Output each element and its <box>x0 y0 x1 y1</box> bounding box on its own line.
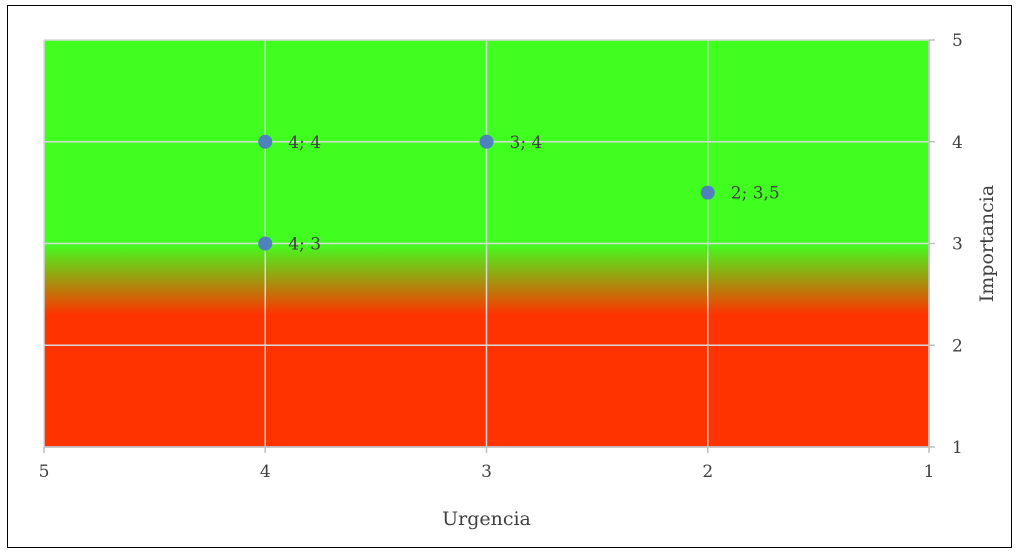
y-tick-label-1: 2 <box>952 336 963 356</box>
data-point-3 <box>258 236 273 251</box>
data-points: 4; 4 3; 4 2; 3,5 4; 3 <box>258 133 780 255</box>
y-tick-label-2: 3 <box>952 235 963 255</box>
x-tick-label-3: 2 <box>702 462 713 482</box>
y-tick-label-3: 4 <box>952 133 963 153</box>
data-label-2: 2; 3,5 <box>731 184 780 204</box>
data-label-1: 3; 4 <box>510 133 543 153</box>
x-tick-label-2: 3 <box>481 462 492 482</box>
data-point-0 <box>258 134 273 149</box>
y-tick-label-0: 1 <box>952 438 963 458</box>
axes <box>43 39 935 453</box>
x-tick-label-0: 5 <box>39 462 50 482</box>
data-label-0: 4; 4 <box>288 133 321 153</box>
y-axis-title: Importancia <box>976 185 998 302</box>
data-label-3: 4; 3 <box>288 235 321 255</box>
y-tick-labels: 1 2 3 4 5 <box>952 31 963 458</box>
data-point-1 <box>479 134 494 149</box>
data-point-2 <box>700 185 715 200</box>
x-tick-label-4: 1 <box>924 462 935 482</box>
x-axis-title: Urgencia <box>442 508 531 530</box>
y-tick-label-4: 5 <box>952 31 963 51</box>
x-tick-label-1: 4 <box>260 462 271 482</box>
x-tick-labels: 5 4 3 2 1 <box>39 462 935 482</box>
